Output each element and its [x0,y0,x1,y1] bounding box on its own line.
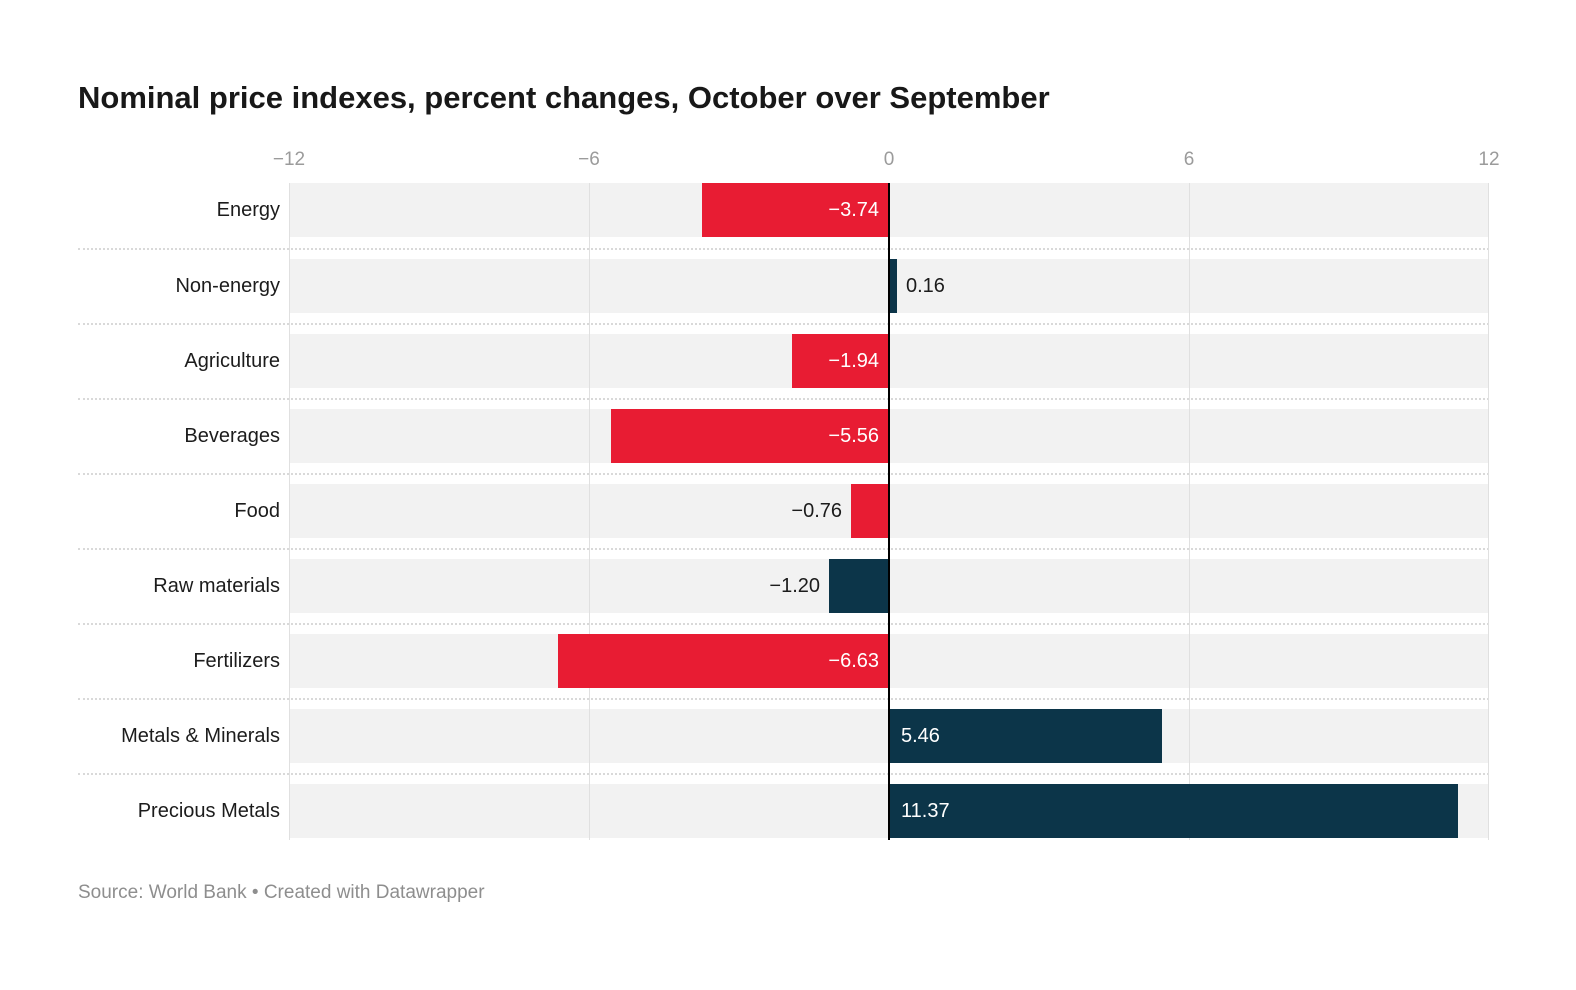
category-label: Energy [216,199,280,221]
category-label: Raw materials [153,575,280,597]
value-label: 0.16 [906,274,945,297]
x-axis-tick-label: −12 [272,149,306,170]
category-label: Fertilizers [193,650,280,672]
bar-row: Beverages −5.56 [78,398,1489,473]
bar [851,484,889,538]
x-axis-tick-label: −6 [578,149,600,170]
bar: −3.74 [702,183,889,237]
x-axis-tick-label: 6 [1183,149,1195,170]
bar-row: Raw materials −1.20 [78,548,1489,623]
bar-rows: Energy −3.74 Non-energy 0.16 Agriculture −1.9… [78,173,1489,848]
bar-track: −6.63 [289,634,1489,688]
value-label: −6.63 [828,649,879,672]
chart-title: Nominal price indexes, percent changes, … [78,80,1050,115]
value-label: −1.94 [828,349,879,372]
category-label: Metals & Minerals [121,725,280,747]
value-label: −1.20 [769,574,820,597]
bar-row: Non-energy 0.16 [78,248,1489,323]
bar [829,559,889,613]
bar-track: −0.76 [289,484,1489,538]
value-label: −0.76 [791,499,842,522]
bar [889,259,897,313]
bar: 11.37 [889,784,1458,838]
bar: −5.56 [611,409,889,463]
x-axis-tick-label: 12 [1478,149,1500,170]
category-label: Food [234,500,280,522]
bar-track: −3.74 [289,183,1489,237]
bar: 5.46 [889,709,1162,763]
bar-track: 11.37 [289,784,1489,838]
bar-track: −1.94 [289,334,1489,388]
bar-row: Agriculture −1.94 [78,323,1489,398]
category-label: Agriculture [184,350,280,372]
value-label: −3.74 [828,198,879,221]
bar-track: 0.16 [289,259,1489,313]
bar-track: −5.56 [289,409,1489,463]
value-label: 11.37 [901,799,950,822]
x-axis-tick-label: 0 [883,149,895,170]
bar-row: Metals & Minerals 5.46 [78,698,1489,773]
category-label: Precious Metals [137,800,280,822]
source-note: Source: World Bank • Created with Datawr… [78,882,485,903]
bar-track: −1.20 [289,559,1489,613]
value-label: 5.46 [901,724,940,747]
bar: −1.94 [792,334,889,388]
value-label: −5.56 [828,424,879,447]
bar-row: Fertilizers −6.63 [78,623,1489,698]
bar-row: Energy −3.74 [78,173,1489,248]
bar: −6.63 [557,634,889,688]
bar-row: Precious Metals 11.37 [78,773,1489,848]
bar-row: Food −0.76 [78,473,1489,548]
category-label: Beverages [184,425,280,447]
bar-track: 5.46 [289,709,1489,763]
category-label: Non-energy [175,275,280,297]
x-axis: −12 −6 0 6 12 [273,145,1500,171]
